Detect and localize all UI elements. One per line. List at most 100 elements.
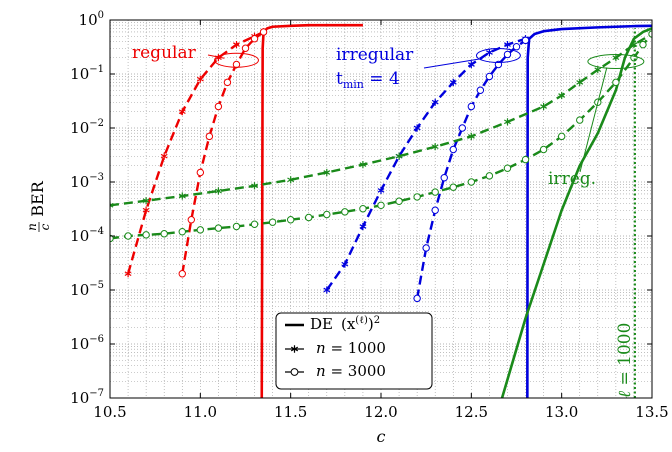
series-irreg-n3000-point [160, 230, 168, 238]
y-tick-label-exponent: −2 [89, 118, 104, 129]
series-irregular-n1000-point [431, 98, 439, 106]
axis-ticks: 10.5 11.0 11.5 12.0 12.5 13.0 13.510−710−610−5… [70, 10, 669, 421]
y-tick-label-exponent: −1 [89, 64, 104, 75]
series-irreg-n3000-point [341, 208, 349, 216]
series-regular-n3000-line [181, 31, 265, 274]
series-irreg-n3000-point [521, 155, 530, 164]
annotations: regular irregular tmin = 4 irreg. ℓ = 10… [132, 43, 645, 398]
y-tick-label: 10−2 [70, 118, 104, 137]
y-axis-label-text: BER [28, 180, 47, 216]
series-irreg-n3000-line [110, 33, 652, 240]
series-regular-de-line [260, 23, 363, 398]
series-irregular-n3000-point [512, 43, 521, 51]
series-irregular-n1000-point [504, 41, 511, 49]
series-irreg-n1000-point [359, 161, 367, 169]
annotation-tmin-subscript: min [343, 78, 364, 91]
series-irreg-n1000-point [395, 152, 403, 160]
annotation-irreg: irreg. [548, 169, 596, 189]
series-irreg-n1000-point [214, 187, 222, 195]
series-irregular-n3000-point [449, 145, 457, 154]
y-tick-label-base: 10 [70, 173, 89, 191]
series-regular-n3000-point [259, 28, 268, 36]
y-tick-label-base: 10 [70, 227, 89, 245]
series-regular-n1000-line [126, 30, 265, 275]
x-axis-label: c [377, 427, 386, 446]
series-irregular-n3000-point [503, 50, 512, 59]
series-irregular-n3000-point [458, 124, 466, 132]
series-regular-n1000-point [233, 41, 240, 49]
series-irreg-n3000-point [305, 213, 313, 222]
series-irregular-n1000-point [377, 186, 385, 194]
series-regular-n1000-point [124, 270, 132, 278]
legend-entry-n3000: n = 3000 [316, 362, 386, 380]
series-irregular-n1000-point [467, 60, 475, 69]
series-irreg-n3000-point [612, 78, 620, 87]
legend-box [275, 312, 433, 390]
series-irreg-n3000-point [250, 220, 259, 228]
callout-ellipse-regular [213, 52, 259, 68]
series-irregular-n1000-point [449, 78, 457, 86]
x-tick-label: 10.5 [93, 403, 126, 421]
y-tick-label: 10−1 [70, 64, 104, 83]
series-irreg-n1000-point [251, 182, 258, 190]
series-irreg-n3000-point [395, 197, 403, 205]
series-irreg-n1000-point [576, 78, 584, 86]
series-irregular-n3000-point [467, 102, 476, 111]
series-irreg-n3000-point [557, 132, 566, 141]
series-irreg-n1000-point [540, 102, 548, 111]
annotation-regular: regular [132, 43, 197, 63]
series-regular-n1000-point [178, 108, 186, 116]
y-tick-label-exponent: −7 [89, 388, 104, 399]
y-axis-label: n c BER [25, 180, 52, 232]
series-irreg-n3000-point [503, 164, 512, 172]
y-tick-label: 10−3 [70, 172, 104, 191]
legend-circle-marker [290, 368, 299, 376]
series-irregular-n3000-point [422, 244, 430, 252]
series-irreg-n3000-point [214, 224, 223, 232]
series-irregular-n3000-point [431, 206, 439, 214]
series-irreg-n1000-point [178, 192, 186, 200]
y-tick-label-exponent: 0 [98, 10, 104, 21]
data-series [110, 23, 652, 398]
series-irreg-n3000-point [196, 226, 205, 234]
y-tick-label-base: 10 [79, 11, 98, 29]
series-irreg-n3000-point [268, 218, 277, 226]
series-irreg-n1000-point [558, 91, 566, 100]
x-tick-label: 13.5 [635, 403, 668, 421]
series-regular-n3000-point [205, 132, 214, 141]
y-tick-label-exponent: −3 [89, 172, 104, 183]
legend-de-formula: (x [341, 315, 356, 333]
y-tick-label: 10−7 [70, 388, 104, 407]
y-tick-label-base: 10 [70, 119, 89, 137]
legend-star-glyph [290, 345, 299, 353]
series-irreg-n3000-point [359, 205, 367, 213]
annotation-irregular: irregular [336, 45, 414, 65]
series-regular-n1000-point [142, 206, 150, 214]
series-irreg-n1000-point [110, 201, 114, 209]
series-irregular-n1000-point [341, 260, 349, 268]
series-irreg-n1000-point [323, 168, 331, 177]
series-irreg-n3000-point [142, 231, 150, 239]
series-regular-n3000-point [241, 44, 250, 52]
x-tick-label: 13.0 [545, 403, 578, 421]
callout-leader-irreg [579, 67, 608, 173]
x-tick-label: 11.0 [184, 403, 217, 421]
series-irreg-n3000-point [178, 228, 186, 236]
series-irreg-n3000-point [639, 40, 647, 49]
series-irregular-n3000-point [485, 72, 494, 81]
series-irreg-n3000-point [576, 116, 584, 124]
series-irreg-n1000-point [504, 118, 511, 126]
legend-n3000-label: = 3000 [326, 362, 386, 380]
annotation-tmin: tmin = 4 [336, 69, 400, 91]
series-irreg-n1000-point [287, 176, 295, 184]
series-regular-n3000-point [214, 102, 223, 111]
series-irreg-n3000-point [124, 232, 132, 240]
annotation-tmin-t: t [336, 69, 343, 89]
legend-n3000-var: n [316, 362, 326, 380]
series-irreg-n1000-point [467, 132, 475, 140]
series-irreg-n1000-point [431, 143, 439, 151]
x-tick-label: 12.0 [364, 403, 397, 421]
series-regular-n3000-point [250, 35, 259, 43]
callout-ellipse-irreg [587, 54, 645, 70]
